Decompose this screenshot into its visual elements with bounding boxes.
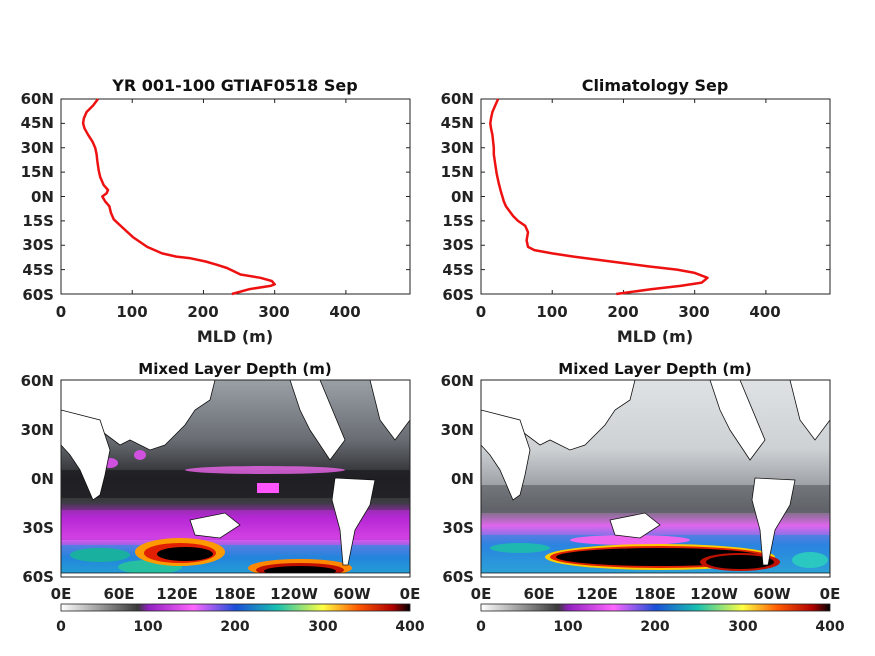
top-left-xtick-label: 0 [56, 303, 66, 321]
bottom-right-lon-label: 0E [820, 585, 841, 603]
top-right-y-ticks [481, 98, 830, 295]
top-left-ytick-label: 30N [21, 139, 54, 157]
top-right-profile-panel: Climatology Sep 0 100 200 300 400 60N 45… [441, 76, 831, 346]
top-right-ytick-label: 60N [441, 90, 474, 108]
top-left-ytick-label: 60N [21, 90, 54, 108]
bottom-left-lon-label: 0E [51, 585, 72, 603]
bottom-right-lon-label: 0E [471, 585, 492, 603]
top-right-xtick-label: 400 [749, 303, 780, 321]
bottom-left-colorbar-tick: 400 [395, 619, 424, 635]
bottom-left-land-mask [60, 379, 411, 578]
bottom-right-lat-label: 0N [451, 470, 474, 488]
bottom-left-lon-label: 60E [103, 585, 134, 603]
bottom-right-colorbar-tick: 0 [476, 619, 486, 635]
bottom-right-lat-label: 60S [442, 568, 474, 586]
top-left-xtick-label: 400 [329, 303, 360, 321]
top-left-ytick-label: 15N [21, 163, 54, 181]
bottom-left-colorbar-tick: 0 [56, 619, 66, 635]
bottom-right-lon-label: 120W [690, 585, 738, 603]
top-right-xtick-label: 100 [536, 303, 567, 321]
top-left-xtick-label: 200 [187, 303, 218, 321]
bottom-left-lat-label: 60N [21, 372, 54, 390]
bottom-left-lat-label: 0N [31, 470, 54, 488]
top-left-ytick-label: 45N [21, 114, 54, 132]
top-right-xtick-label: 300 [678, 303, 709, 321]
top-left-mld-line [81, 98, 276, 296]
top-left-xtick-label: 100 [116, 303, 147, 321]
bottom-left-lon-label: 120E [156, 585, 198, 603]
bottom-left-lon-label: 180E [214, 585, 256, 603]
top-left-title: YR 001-100 GTIAF0518 Sep [111, 76, 357, 95]
bottom-right-colorbar [480, 603, 831, 612]
top-left-y-ticks [61, 98, 410, 295]
bottom-left-lat-label: 60S [22, 568, 54, 586]
top-right-mld-line [489, 98, 709, 296]
bottom-left-map-panel: Mixed Layer Depth (m) [21, 360, 425, 635]
top-left-ytick-label: 30S [22, 236, 54, 254]
top-right-ytick-label: 30S [442, 236, 474, 254]
top-left-x-axis-label: MLD (m) [197, 327, 273, 346]
top-right-ytick-label: 15S [442, 212, 474, 230]
top-right-x-ticks [480, 99, 767, 294]
top-right-x-axis-label: MLD (m) [617, 327, 693, 346]
bottom-right-map-frame [480, 379, 831, 578]
top-left-profile-panel: YR 001-100 GTIAF0518 Sep 0 100 200 300 4… [21, 76, 411, 346]
bottom-right-map-title: Mixed Layer Depth (m) [558, 360, 751, 378]
top-right-ytick-label: 0N [451, 188, 474, 206]
top-left-axes-frame [60, 98, 411, 295]
bottom-right-colorbar-tick: 300 [728, 619, 757, 635]
top-left-ytick-label: 45S [22, 261, 54, 279]
bottom-right-lon-label: 60W [753, 585, 791, 603]
bottom-left-colorbar-tick: 300 [308, 619, 337, 635]
bottom-right-map-panel: Mixed Layer Depth (m) 60N 30N 0N [441, 360, 845, 635]
top-right-ytick-label: 30N [441, 139, 474, 157]
bottom-left-lon-label: 60W [333, 585, 371, 603]
bottom-right-colorbar-tick: 200 [640, 619, 669, 635]
bottom-left-lon-label: 0E [400, 585, 421, 603]
bottom-right-lat-label: 30S [442, 519, 474, 537]
top-right-axes-frame [480, 98, 831, 295]
bottom-right-colorbar-tick: 100 [553, 619, 582, 635]
bottom-right-lat-label: 60N [441, 372, 474, 390]
bottom-left-map-title: Mixed Layer Depth (m) [138, 360, 331, 378]
bottom-left-map-frame [60, 379, 411, 578]
bottom-left-lat-label: 30N [21, 421, 54, 439]
bottom-left-colorbar-tick: 200 [220, 619, 249, 635]
top-left-ytick-label: 60S [22, 286, 54, 304]
bottom-right-lon-label: 180E [634, 585, 676, 603]
bottom-left-lon-label: 120W [270, 585, 318, 603]
top-left-x-ticks [60, 99, 347, 294]
bottom-right-colorbar-tick: 400 [815, 619, 844, 635]
bottom-right-lon-label: 120E [576, 585, 618, 603]
top-left-ytick-label: 0N [31, 188, 54, 206]
top-left-ytick-label: 15S [22, 212, 54, 230]
top-right-ytick-label: 15N [441, 163, 474, 181]
top-right-ytick-label: 45S [442, 261, 474, 279]
bottom-right-lat-label: 30N [441, 421, 474, 439]
bottom-right-lon-label: 60E [523, 585, 554, 603]
top-left-xtick-label: 300 [258, 303, 289, 321]
bottom-left-colorbar-tick: 100 [133, 619, 162, 635]
bottom-left-lat-label: 30S [22, 519, 54, 537]
top-right-title: Climatology Sep [582, 76, 729, 95]
top-right-ytick-label: 45N [441, 114, 474, 132]
bottom-left-colorbar [60, 603, 411, 612]
top-right-xtick-label: 0 [476, 303, 486, 321]
top-right-ytick-label: 60S [442, 286, 474, 304]
top-right-xtick-label: 200 [607, 303, 638, 321]
